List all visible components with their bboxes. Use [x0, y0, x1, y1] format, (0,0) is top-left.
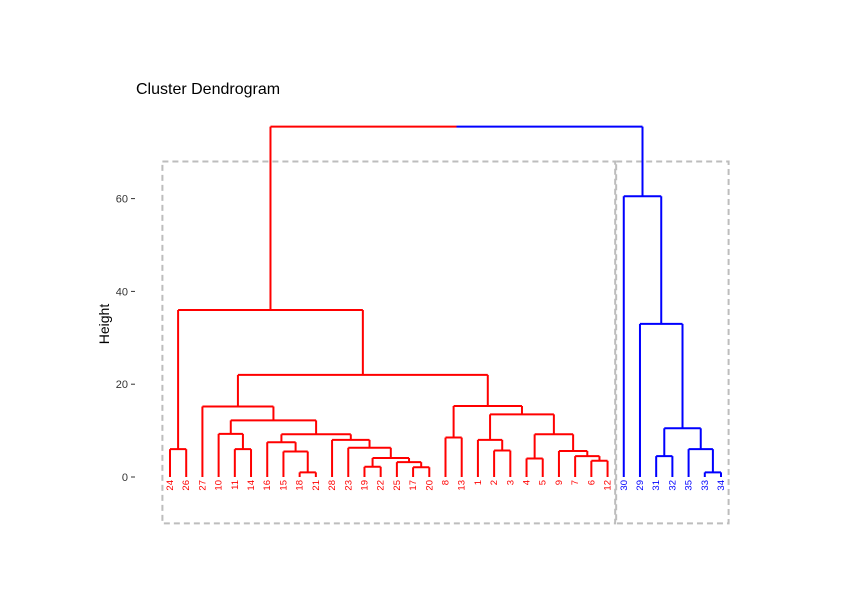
leaf-label: 18	[295, 480, 306, 491]
y-axis: 0 20 40 60	[116, 194, 135, 484]
leaf-label: 25	[392, 480, 403, 491]
y-tick-label: 40	[116, 286, 128, 298]
chart-title: Cluster Dendrogram	[136, 81, 280, 98]
leaf-label: 4	[522, 480, 533, 485]
leaf-label: 12	[603, 480, 614, 491]
y-tick-label: 20	[116, 379, 128, 391]
cluster-rects	[161, 160, 730, 525]
leaf-label: 30	[619, 480, 630, 491]
leaf-label: 3	[505, 480, 516, 485]
leaf-label: 2	[489, 480, 500, 485]
leaf-labels: 24 26 27 10 11 14 16 15 18 21 28 23 19 22 25 17 20 8 13 1 2 3…	[165, 480, 727, 491]
leaf-label: 10	[214, 480, 225, 491]
leaf-label: 9	[554, 480, 565, 485]
leaf-label: 6	[586, 480, 597, 485]
leaf-label: 7	[570, 480, 581, 485]
cluster-rect	[161, 160, 617, 525]
leaf-label: 34	[716, 480, 727, 491]
leaf-label: 28	[327, 480, 338, 491]
leaf-label: 1	[473, 480, 484, 485]
leaf-label: 21	[311, 480, 322, 491]
dendrogram-branches	[169, 125, 722, 477]
leaf-label: 5	[538, 480, 549, 485]
leaf-label: 23	[343, 480, 354, 491]
leaf-label: 26	[181, 480, 192, 491]
leaf-label: 27	[197, 480, 208, 491]
y-axis-title: Height	[96, 304, 112, 345]
leaf-label: 16	[262, 480, 273, 491]
leaf-label: 17	[408, 480, 419, 491]
leaf-label: 8	[441, 480, 452, 485]
leaf-label: 15	[278, 480, 289, 491]
y-tick-label: 0	[122, 472, 128, 484]
leaf-label: 14	[246, 480, 257, 491]
leaf-label: 13	[457, 480, 468, 491]
y-tick-label: 60	[116, 194, 128, 206]
leaf-label: 19	[359, 480, 370, 491]
leaf-label: 20	[424, 480, 435, 491]
leaf-label: 29	[635, 480, 646, 491]
leaf-label: 24	[165, 480, 176, 491]
leaf-label: 32	[667, 480, 678, 491]
leaf-label: 22	[376, 480, 387, 491]
leaf-label: 11	[230, 480, 241, 490]
cluster-rect	[615, 160, 730, 525]
leaf-label: 33	[700, 480, 711, 491]
leaf-label: 31	[651, 480, 662, 491]
leaf-label: 35	[684, 480, 695, 491]
